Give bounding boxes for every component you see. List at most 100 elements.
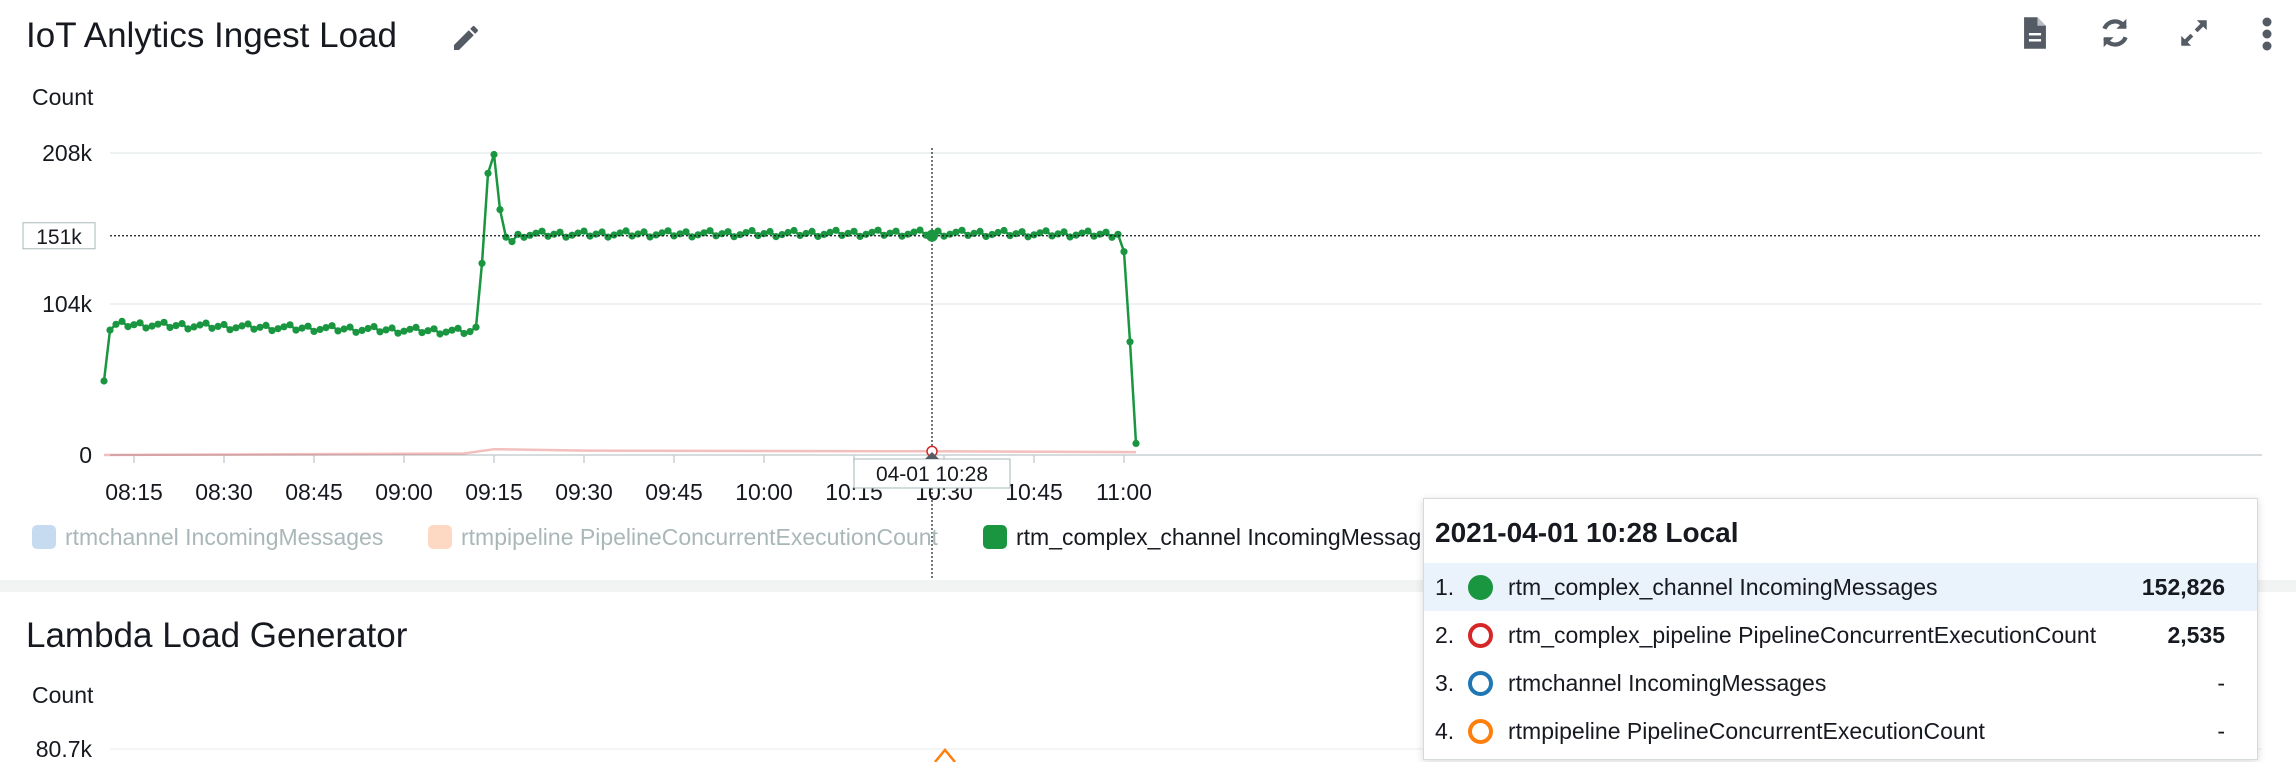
data-point (1000, 226, 1008, 235)
data-point (706, 227, 714, 235)
series-color-dot (1468, 671, 1493, 696)
data-point (400, 327, 408, 335)
pencil-icon[interactable] (450, 22, 482, 54)
data-point (532, 229, 540, 237)
series-line-rtm-complex-pipeline (103, 447, 1137, 457)
data-point (622, 227, 630, 235)
data-point (112, 320, 120, 328)
data-point (976, 227, 984, 235)
x-tick-label: 09:15 (465, 479, 523, 505)
data-point (832, 226, 840, 234)
data-point (322, 324, 330, 332)
data-point (388, 324, 396, 332)
legend-item[interactable]: rtmpipeline PipelineConcurrentExecutionC… (461, 524, 938, 550)
tooltip-series-name: rtmpipeline PipelineConcurrentExecutionC… (1508, 718, 1985, 744)
refresh-icon[interactable] (2098, 16, 2132, 50)
y-tick-label: 208k (42, 140, 92, 166)
y-axis-label: Count (32, 84, 94, 110)
data-point (790, 226, 798, 235)
data-point (736, 231, 744, 239)
data-point (652, 231, 660, 239)
data-point (886, 229, 894, 237)
x-tick-label: 09:00 (375, 479, 433, 505)
data-point (1018, 228, 1026, 236)
data-point (376, 328, 384, 336)
data-point (1120, 248, 1128, 256)
data-point (916, 226, 924, 234)
data-point (598, 228, 606, 236)
legend-item[interactable]: rtm_complex_channel IncomingMessag (1016, 524, 1422, 550)
tooltip-series-name: rtm_complex_pipeline PipelineConcurrentE… (1508, 622, 2097, 648)
data-point (556, 228, 564, 236)
tooltip-row: 1. rtm_complex_channel IncomingMessages 15… (1424, 563, 2257, 611)
tooltip-series-name: rtmchannel IncomingMessages (1508, 670, 1827, 696)
data-point (478, 259, 486, 267)
chart-tooltip: 2021-04-01 10:28 Local 1. rtm_complex_cha… (1423, 498, 2258, 760)
series-color-dot (1468, 575, 1493, 600)
data-point (382, 326, 390, 334)
expand-icon[interactable] (2177, 16, 2211, 50)
tooltip-row-index: 4. (1435, 718, 1455, 744)
x-tick-label: 09:30 (555, 479, 613, 505)
x-tick-label: 08:15 (105, 479, 163, 505)
data-point (856, 232, 864, 240)
data-point (154, 320, 162, 328)
ingest-load-chart[interactable]: 0 104k 208k 08:15 08:30 08:45 09:00 09:15 09:30 0… (0, 0, 2296, 580)
data-point (508, 238, 516, 246)
data-point (136, 319, 144, 327)
data-point (274, 325, 282, 333)
data-point (742, 229, 750, 237)
series-color-dot (1468, 623, 1493, 648)
crosshair-y-label-box (22, 222, 96, 250)
crosshair-y-label: 151k (36, 226, 82, 249)
data-point (640, 228, 648, 236)
x-tick-label: 10:00 (735, 479, 793, 505)
legend-item[interactable]: rtmchannel IncomingMessages (65, 524, 384, 550)
data-point (256, 323, 264, 331)
data-point (724, 228, 732, 236)
data-point (352, 328, 360, 336)
data-point (166, 323, 174, 332)
data-point (1084, 227, 1092, 235)
tooltip-series-name: rtm_complex_channel IncomingMessages (1508, 574, 1938, 600)
data-point (298, 324, 306, 332)
data-point (304, 322, 312, 330)
highlighted-point (926, 229, 938, 242)
data-point (424, 327, 432, 335)
data-point (868, 228, 876, 236)
data-point (130, 321, 138, 329)
widget-iot-analytics-ingest-load: IoT Anlytics Ingest Load Count 0 104k 208k… (0, 0, 2296, 580)
data-point (892, 227, 900, 235)
data-point (664, 227, 672, 235)
x-tick-label: 09:45 (645, 479, 703, 505)
data-point (178, 320, 186, 328)
legend-swatch[interactable] (428, 525, 452, 549)
x-tick-label: 08:30 (195, 479, 253, 505)
data-point (982, 232, 990, 241)
document-icon[interactable] (2020, 16, 2050, 50)
data-point (910, 228, 918, 236)
data-point (220, 320, 228, 329)
data-point (202, 319, 210, 327)
data-point (994, 228, 1002, 237)
data-point (700, 229, 708, 237)
tooltip-row: 3. rtmchannel IncomingMessages - (1424, 659, 2257, 707)
data-point (694, 231, 702, 239)
data-point (778, 231, 786, 239)
x-tick-label: 11:00 (1096, 479, 1152, 505)
data-point (538, 227, 546, 235)
data-point (340, 325, 348, 333)
data-point (370, 323, 378, 331)
data-point (610, 231, 618, 239)
widget-title: IoT Anlytics Ingest Load (26, 16, 397, 55)
more-vertical-icon[interactable] (2260, 16, 2274, 52)
data-point (412, 323, 420, 331)
legend-swatch[interactable] (983, 525, 1007, 549)
data-point (1036, 229, 1044, 237)
data-point (448, 326, 456, 334)
data-point (358, 326, 366, 334)
data-point (850, 227, 858, 235)
legend-swatch[interactable] (32, 525, 56, 549)
data-point (142, 324, 150, 332)
series-color-dot (1468, 719, 1493, 744)
